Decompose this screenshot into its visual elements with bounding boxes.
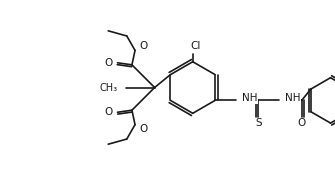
- Text: O: O: [139, 124, 147, 134]
- Text: Cl: Cl: [191, 41, 201, 51]
- Text: O: O: [297, 118, 306, 128]
- Text: O: O: [139, 41, 147, 51]
- Text: O: O: [104, 58, 112, 68]
- Text: CH₃: CH₃: [99, 82, 118, 93]
- Text: NH: NH: [285, 93, 301, 103]
- Text: O: O: [104, 107, 112, 117]
- Text: S: S: [255, 118, 262, 128]
- Text: NH: NH: [242, 93, 257, 103]
